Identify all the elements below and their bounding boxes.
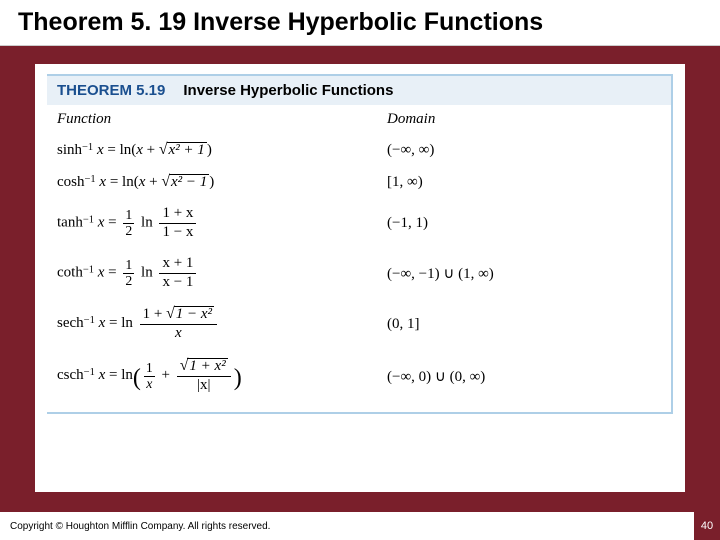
theorem-header: THEOREM 5.19 Inverse Hyperbolic Function… <box>47 76 671 105</box>
slide-title: Theorem 5. 19 Inverse Hyperbolic Functio… <box>18 8 702 37</box>
func-coth: coth−1 x = 12 ln x + 1x − 1 <box>57 256 387 291</box>
fn-name: sech <box>57 315 84 331</box>
dom-coth: (−∞, −1) ∪ (1, ∞) <box>387 264 494 283</box>
row-sech: sech−1 x = ln 1 + √1 − x²x (0, 1] <box>57 298 661 350</box>
row-sinh: sinh−1 x = ln(x + √x² + 1) (−∞, ∞) <box>57 134 661 166</box>
frac-den: x − 1 <box>159 274 196 291</box>
radicand: x² + 1 <box>167 142 207 158</box>
column-headers: Function Domain <box>57 111 661 128</box>
half-den: 2 <box>123 274 134 288</box>
fn-sup: −1 <box>82 142 93 153</box>
fn-sup: −1 <box>84 315 95 326</box>
fn-name: coth <box>57 264 83 280</box>
dom-csch: (−∞, 0) ∪ (0, ∞) <box>387 367 485 386</box>
frac-num: x + 1 <box>159 256 196 274</box>
title-bar: Theorem 5. 19 Inverse Hyperbolic Functio… <box>0 0 720 46</box>
copyright-text: Copyright © Houghton Mifflin Company. Al… <box>10 521 270 532</box>
t2-num: √1 + x² <box>177 358 231 377</box>
row-tanh: tanh−1 x = 12 ln 1 + x1 − x (−1, 1) <box>57 198 661 248</box>
func-csch: csch−1 x = ln(1x + √1 + x²|x|) <box>57 358 387 394</box>
header-function: Function <box>57 111 387 128</box>
row-csch: csch−1 x = ln(1x + √1 + x²|x|) (−∞, 0) ∪… <box>57 350 661 402</box>
page-number: 40 <box>694 512 720 540</box>
dom-tanh: (−1, 1) <box>387 215 428 232</box>
footer: Copyright © Houghton Mifflin Company. Al… <box>0 512 720 540</box>
fn-name: tanh <box>57 214 83 230</box>
half-num: 1 <box>123 258 134 273</box>
fn-sup: −1 <box>85 174 96 185</box>
frac-den: 1 − x <box>159 224 196 241</box>
row-cosh: cosh−1 x = ln(x + √x² − 1) [1, ∞) <box>57 166 661 198</box>
half-num: 1 <box>123 208 134 223</box>
t1-den: x <box>146 376 152 391</box>
func-sinh: sinh−1 x = ln(x + √x² + 1) <box>57 141 387 159</box>
radicand: x² − 1 <box>169 174 209 190</box>
fn-sup: −1 <box>83 264 94 275</box>
dom-cosh: [1, ∞) <box>387 174 423 191</box>
dom-sech: (0, 1] <box>387 316 420 333</box>
t2-den: |x| <box>177 377 231 394</box>
row-coth: coth−1 x = 12 ln x + 1x − 1 (−∞, −1) ∪ (… <box>57 248 661 298</box>
theorem-box: THEOREM 5.19 Inverse Hyperbolic Function… <box>47 74 673 414</box>
header-domain: Domain <box>387 111 435 128</box>
fn-name: sinh <box>57 142 82 158</box>
dom-sinh: (−∞, ∞) <box>387 142 434 159</box>
fn-sup: −1 <box>83 214 94 225</box>
content-panel: THEOREM 5.19 Inverse Hyperbolic Function… <box>35 64 685 492</box>
frac-num: 1 + x <box>159 206 196 224</box>
func-tanh: tanh−1 x = 12 ln 1 + x1 − x <box>57 206 387 241</box>
half-den: 2 <box>123 224 134 238</box>
theorem-number: THEOREM 5.19 <box>57 82 165 99</box>
t1-num: 1 <box>144 361 155 376</box>
frac-den: x <box>175 325 182 341</box>
func-cosh: cosh−1 x = ln(x + √x² − 1) <box>57 173 387 191</box>
theorem-title: Inverse Hyperbolic Functions <box>183 82 393 99</box>
func-sech: sech−1 x = ln 1 + √1 − x²x <box>57 306 387 342</box>
fn-name: csch <box>57 367 84 383</box>
fn-sup: −1 <box>84 367 95 378</box>
fn-name: cosh <box>57 174 85 190</box>
frac-num: 1 + √1 − x² <box>140 306 217 325</box>
theorem-body: Function Domain sinh−1 x = ln(x + √x² + … <box>47 105 671 412</box>
